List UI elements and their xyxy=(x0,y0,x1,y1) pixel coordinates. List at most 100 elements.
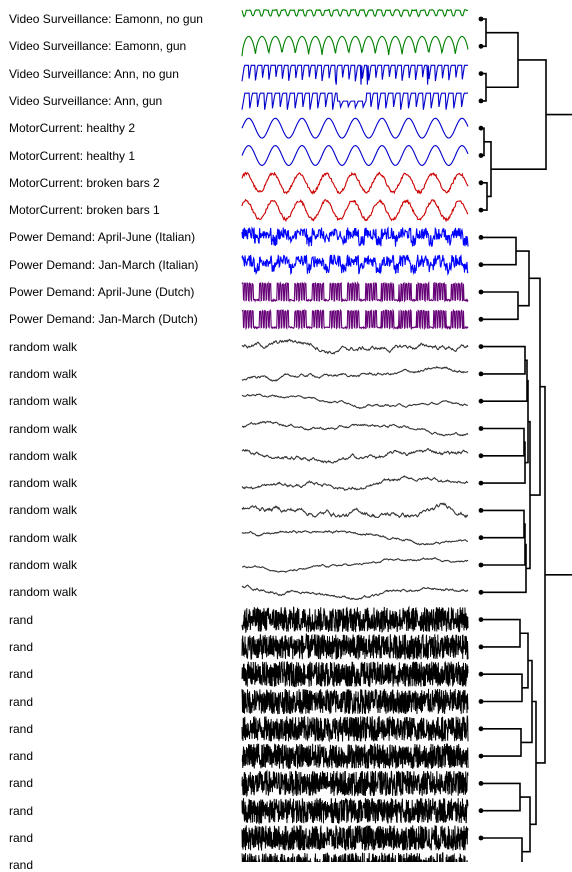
row-label: Video Surveillance: Eamonn, gun xyxy=(9,39,187,54)
row-label: Power Demand: April-June (Italian) xyxy=(9,230,196,245)
row-label: random walk xyxy=(9,366,78,381)
series-trace xyxy=(241,198,469,223)
leaf-markers xyxy=(478,16,484,841)
leaf-dot xyxy=(478,153,484,158)
series-trace xyxy=(241,825,469,851)
series-trace xyxy=(241,660,469,688)
dendrogram-branch xyxy=(481,441,526,484)
row-label: rand xyxy=(9,612,34,627)
leaf-dot xyxy=(478,71,484,76)
dendrogram-branch xyxy=(481,359,528,402)
row-label: rand xyxy=(9,694,34,709)
series-trace xyxy=(241,584,469,601)
series-trace xyxy=(241,145,469,166)
leaf-dot xyxy=(478,753,484,759)
series-trace xyxy=(241,475,469,492)
row-label: Video Surveillance: Eamonn, no gun xyxy=(9,12,203,26)
dendrogram-branch xyxy=(481,523,526,566)
dendrogram-branch xyxy=(481,18,487,48)
leaf-dot xyxy=(478,835,484,841)
dendrogram-branch xyxy=(481,509,525,539)
leaf-dot xyxy=(478,344,484,349)
row-label: Power Demand: April-June (Dutch) xyxy=(9,285,195,299)
series-trace xyxy=(241,254,469,276)
row-label: MotorCurrent: broken bars 1 xyxy=(9,203,160,218)
row-label: MotorCurrent: broken bars 2 xyxy=(9,175,160,190)
row-label: rand xyxy=(9,721,34,736)
leaf-dot xyxy=(478,398,484,404)
leaf-dot xyxy=(478,644,484,650)
row-label: random walk xyxy=(9,421,78,436)
series-trace xyxy=(241,557,469,573)
row-label: random walk xyxy=(9,585,78,600)
row-label: random walk xyxy=(9,394,78,409)
leaf-dot xyxy=(478,562,484,568)
series-trace xyxy=(241,448,469,464)
dendrogram-branch xyxy=(481,427,525,457)
series-trace xyxy=(241,226,469,247)
leaf-dot xyxy=(478,535,484,541)
row-label: Power Demand: Jan-March (Italian) xyxy=(9,257,199,272)
dendrogram-branch xyxy=(530,700,537,826)
dendrogram-tree xyxy=(481,18,572,862)
leaf-dot xyxy=(478,262,484,268)
series-trace xyxy=(241,365,469,382)
series-trace xyxy=(241,529,469,546)
row-label: random walk xyxy=(9,448,78,463)
leaf-dot xyxy=(478,726,484,732)
leaf-dot xyxy=(478,371,484,377)
dendrogram-branch xyxy=(481,127,485,157)
dendrogram-branch xyxy=(481,543,527,594)
row-label: Video Surveillance: Ann, gun xyxy=(9,93,163,108)
dendrogram-branch xyxy=(481,236,517,266)
dendrogram-branch xyxy=(481,618,521,648)
dendrogram-branch xyxy=(481,837,523,862)
leaf-dot xyxy=(478,671,484,677)
leaf-dot xyxy=(478,98,484,104)
series-trace xyxy=(241,502,469,519)
leaf-dot xyxy=(478,289,484,295)
series-trace xyxy=(241,171,469,195)
row-labels: Video Surveillance: Eamonn, no gun Video … xyxy=(0,0,240,872)
time-series-traces xyxy=(241,8,469,862)
series-trace xyxy=(241,852,468,862)
dendrogram-branch xyxy=(481,182,488,211)
series-trace xyxy=(241,35,469,57)
leaf-dot xyxy=(478,453,484,459)
leaf-dot xyxy=(478,808,484,814)
series-trace xyxy=(241,92,468,110)
leaf-dot xyxy=(478,480,484,486)
row-label: Power Demand: Jan-March (Dutch) xyxy=(9,312,198,327)
series-trace xyxy=(241,8,469,18)
series-trace xyxy=(241,769,469,798)
row-label: random walk xyxy=(9,530,78,545)
series-trace xyxy=(241,420,469,437)
row-label: rand xyxy=(9,639,34,654)
row-label: random walk xyxy=(9,339,78,354)
series-trace xyxy=(241,280,469,303)
row-label: random walk xyxy=(9,503,78,518)
leaf-dot xyxy=(478,589,484,595)
dendrogram-branch xyxy=(481,673,523,703)
row-label: MotorCurrent: healthy 2 xyxy=(9,121,136,136)
row-label: rand xyxy=(9,667,34,682)
leaf-dot xyxy=(478,617,484,622)
dendrogram-branch xyxy=(481,291,519,321)
leaf-dot xyxy=(478,508,484,513)
leaf-dot xyxy=(478,316,484,322)
series-trace xyxy=(241,605,469,634)
row-label: Video Surveillance: Ann, no gun xyxy=(9,66,179,81)
leaf-dot xyxy=(478,426,484,431)
row-label: rand xyxy=(9,803,34,818)
series-trace xyxy=(241,393,469,410)
dendrogram-branch xyxy=(481,728,522,757)
leaf-dot xyxy=(478,125,484,131)
series-trace xyxy=(241,797,469,826)
leaf-dot xyxy=(478,180,484,186)
dendrogram-branch xyxy=(481,782,521,812)
dendrogram-branch xyxy=(481,72,487,102)
series-trace xyxy=(241,308,469,331)
row-label: MotorCurrent: healthy 1 xyxy=(9,148,136,163)
series-trace xyxy=(241,338,469,355)
